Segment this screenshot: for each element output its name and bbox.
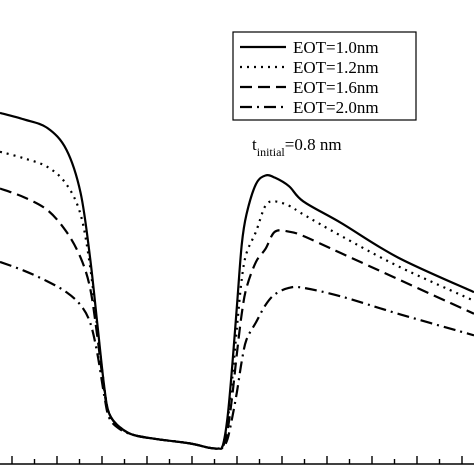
annotation-text: tinitial=0.8 nm — [252, 135, 342, 159]
annotation-t-initial: tinitial=0.8 nm — [252, 135, 342, 159]
annotation-prefix: t — [252, 135, 257, 154]
series-line-2 — [0, 150, 474, 450]
annotation-suffix: =0.8 nm — [285, 135, 342, 154]
legend-entry: EOT=1.0nm — [240, 38, 379, 57]
legend-label: EOT=2.0nm — [293, 98, 379, 117]
series-line-4 — [0, 260, 474, 450]
annotation-subscript: initial — [257, 145, 286, 159]
legend-entry: EOT=1.2nm — [240, 58, 379, 77]
series-line-3 — [0, 187, 474, 450]
legend-entry: EOT=1.6nm — [240, 78, 379, 97]
x-ticks — [11, 456, 463, 464]
legend-entry: EOT=2.0nm — [240, 98, 379, 117]
legend-label: EOT=1.6nm — [293, 78, 379, 97]
legend-label: EOT=1.2nm — [293, 58, 379, 77]
legend-label: EOT=1.0nm — [293, 38, 379, 57]
series-layer — [0, 111, 474, 450]
